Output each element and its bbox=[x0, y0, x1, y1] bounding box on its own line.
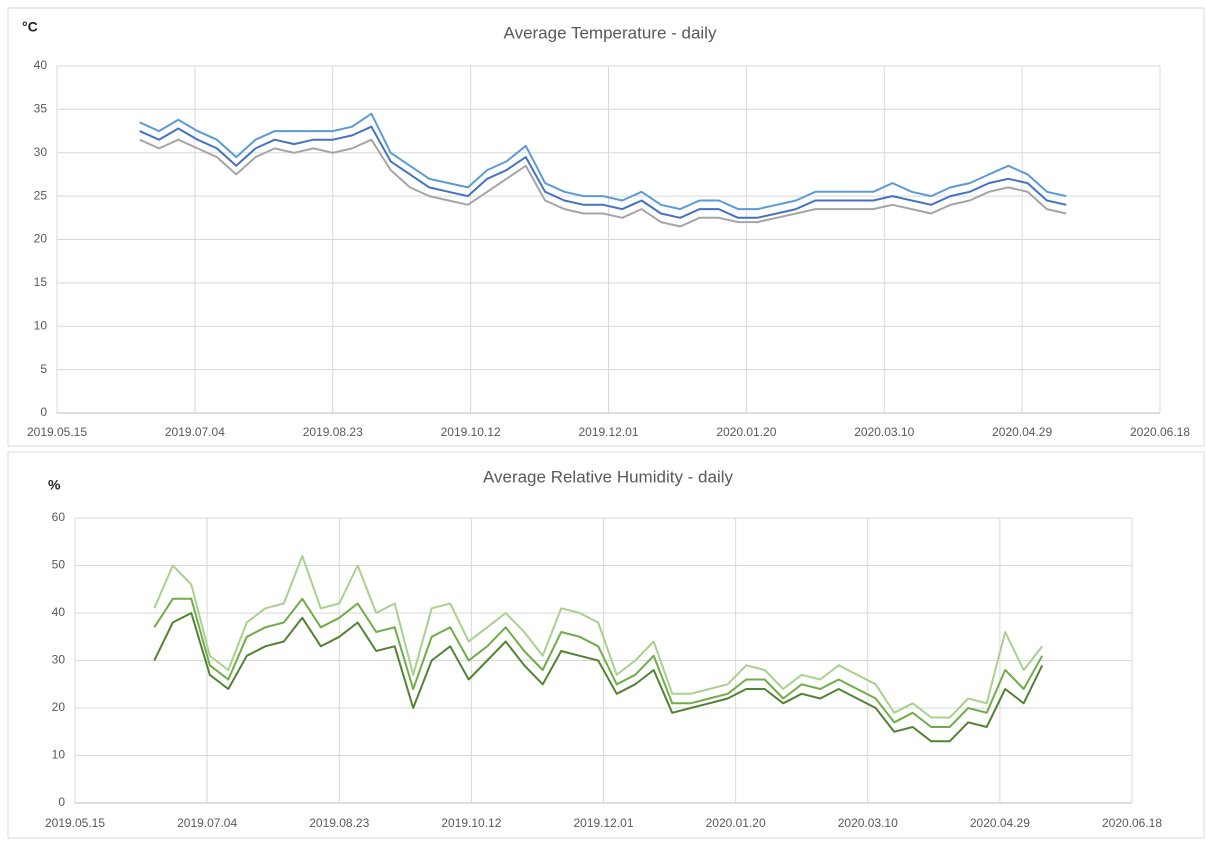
y-tick-label: 50 bbox=[52, 558, 66, 572]
y-tick-label: 0 bbox=[58, 795, 65, 809]
chart-frame bbox=[7, 7, 1205, 447]
data-line bbox=[139, 112, 1067, 211]
y-tick-label: 35 bbox=[34, 102, 48, 116]
x-tick-label: 2019.12.01 bbox=[578, 425, 638, 439]
y-tick-label: 20 bbox=[52, 700, 66, 714]
x-tick-label: 2020.04.29 bbox=[970, 816, 1030, 830]
x-tick-label: 2019.08.23 bbox=[303, 425, 363, 439]
chart-title: Average Temperature - daily bbox=[504, 23, 717, 42]
x-tick-label: 2019.05.15 bbox=[45, 816, 105, 830]
y-tick-label: 30 bbox=[52, 653, 66, 667]
y-axis-unit: °C bbox=[22, 19, 38, 35]
data-line bbox=[153, 555, 1043, 719]
y-tick-label: 20 bbox=[34, 232, 48, 246]
x-tick-label: 2019.05.15 bbox=[27, 425, 87, 439]
y-tick-label: 10 bbox=[34, 318, 48, 332]
y-tick-label: 15 bbox=[34, 275, 48, 289]
data-line bbox=[153, 597, 1044, 728]
data-line bbox=[153, 612, 1044, 743]
x-tick-label: 2020.06.18 bbox=[1102, 816, 1162, 830]
y-tick-label: 5 bbox=[40, 362, 47, 376]
y-tick-label: 40 bbox=[52, 605, 66, 619]
x-tick-label: 2020.01.20 bbox=[706, 816, 766, 830]
y-tick-label: 25 bbox=[34, 188, 48, 202]
y-tick-label: 10 bbox=[52, 748, 66, 762]
x-tick-label: 2020.06.18 bbox=[1130, 425, 1190, 439]
y-axis-unit: % bbox=[48, 477, 61, 493]
x-tick-label: 2019.10.12 bbox=[441, 425, 501, 439]
x-tick-label: 2019.08.23 bbox=[309, 816, 369, 830]
chart-title: Average Relative Humidity - daily bbox=[483, 467, 734, 486]
x-tick-label: 2019.10.12 bbox=[441, 816, 501, 830]
x-tick-label: 2019.12.01 bbox=[573, 816, 633, 830]
x-tick-label: 2019.07.04 bbox=[177, 816, 237, 830]
y-tick-label: 0 bbox=[40, 405, 47, 419]
x-tick-label: 2020.04.29 bbox=[992, 425, 1052, 439]
chart-frame bbox=[7, 451, 1205, 839]
y-tick-label: 40 bbox=[34, 58, 48, 72]
x-tick-label: 2020.03.10 bbox=[838, 816, 898, 830]
x-tick-label: 2020.03.10 bbox=[854, 425, 914, 439]
data-line bbox=[139, 138, 1067, 228]
y-tick-label: 60 bbox=[52, 510, 66, 524]
y-tick-label: 30 bbox=[34, 145, 48, 159]
data-line bbox=[139, 125, 1067, 219]
x-tick-label: 2020.01.20 bbox=[716, 425, 776, 439]
x-tick-label: 2019.07.04 bbox=[165, 425, 225, 439]
